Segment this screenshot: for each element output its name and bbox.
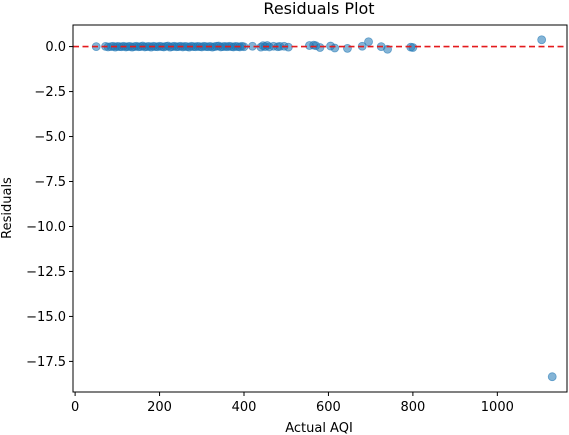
plot-frame	[72, 24, 568, 393]
y-tick-label: −15.0	[26, 310, 66, 325]
x-axis-label: Actual AQI	[285, 421, 353, 435]
x-tick-label: 0	[71, 400, 79, 415]
x-tick-label: 200	[147, 400, 172, 415]
x-tick-label: 1000	[481, 400, 514, 415]
data-point	[364, 37, 373, 47]
plot-area	[73, 35, 567, 382]
y-tick-label: −17.5	[26, 355, 66, 370]
y-axis-label: Residuals	[0, 177, 15, 239]
data-point	[408, 43, 418, 52]
y-tick-label: −5.0	[34, 130, 66, 145]
y-axis: 0.0 −2.5 −5.0 −7.5 −10.0 −12.5 −15.0 −17.5	[26, 40, 73, 370]
data-point	[330, 43, 340, 53]
chart-title: Residuals Plot	[263, 0, 374, 18]
y-tick-label: −10.0	[26, 220, 66, 235]
y-tick-label: 0.0	[45, 40, 66, 55]
data-point	[315, 43, 325, 52]
x-tick-label: 400	[232, 400, 257, 415]
x-tick-label: 600	[316, 400, 341, 415]
y-tick-label: −12.5	[26, 265, 66, 280]
x-axis: 0 200 400 600 800 1000	[71, 392, 514, 415]
data-point	[537, 35, 547, 45]
y-tick-label: −7.5	[34, 175, 66, 190]
data-point	[343, 43, 352, 53]
data-point	[547, 372, 557, 382]
x-tick-label: 800	[400, 400, 425, 415]
y-tick-label: −2.5	[34, 85, 66, 100]
